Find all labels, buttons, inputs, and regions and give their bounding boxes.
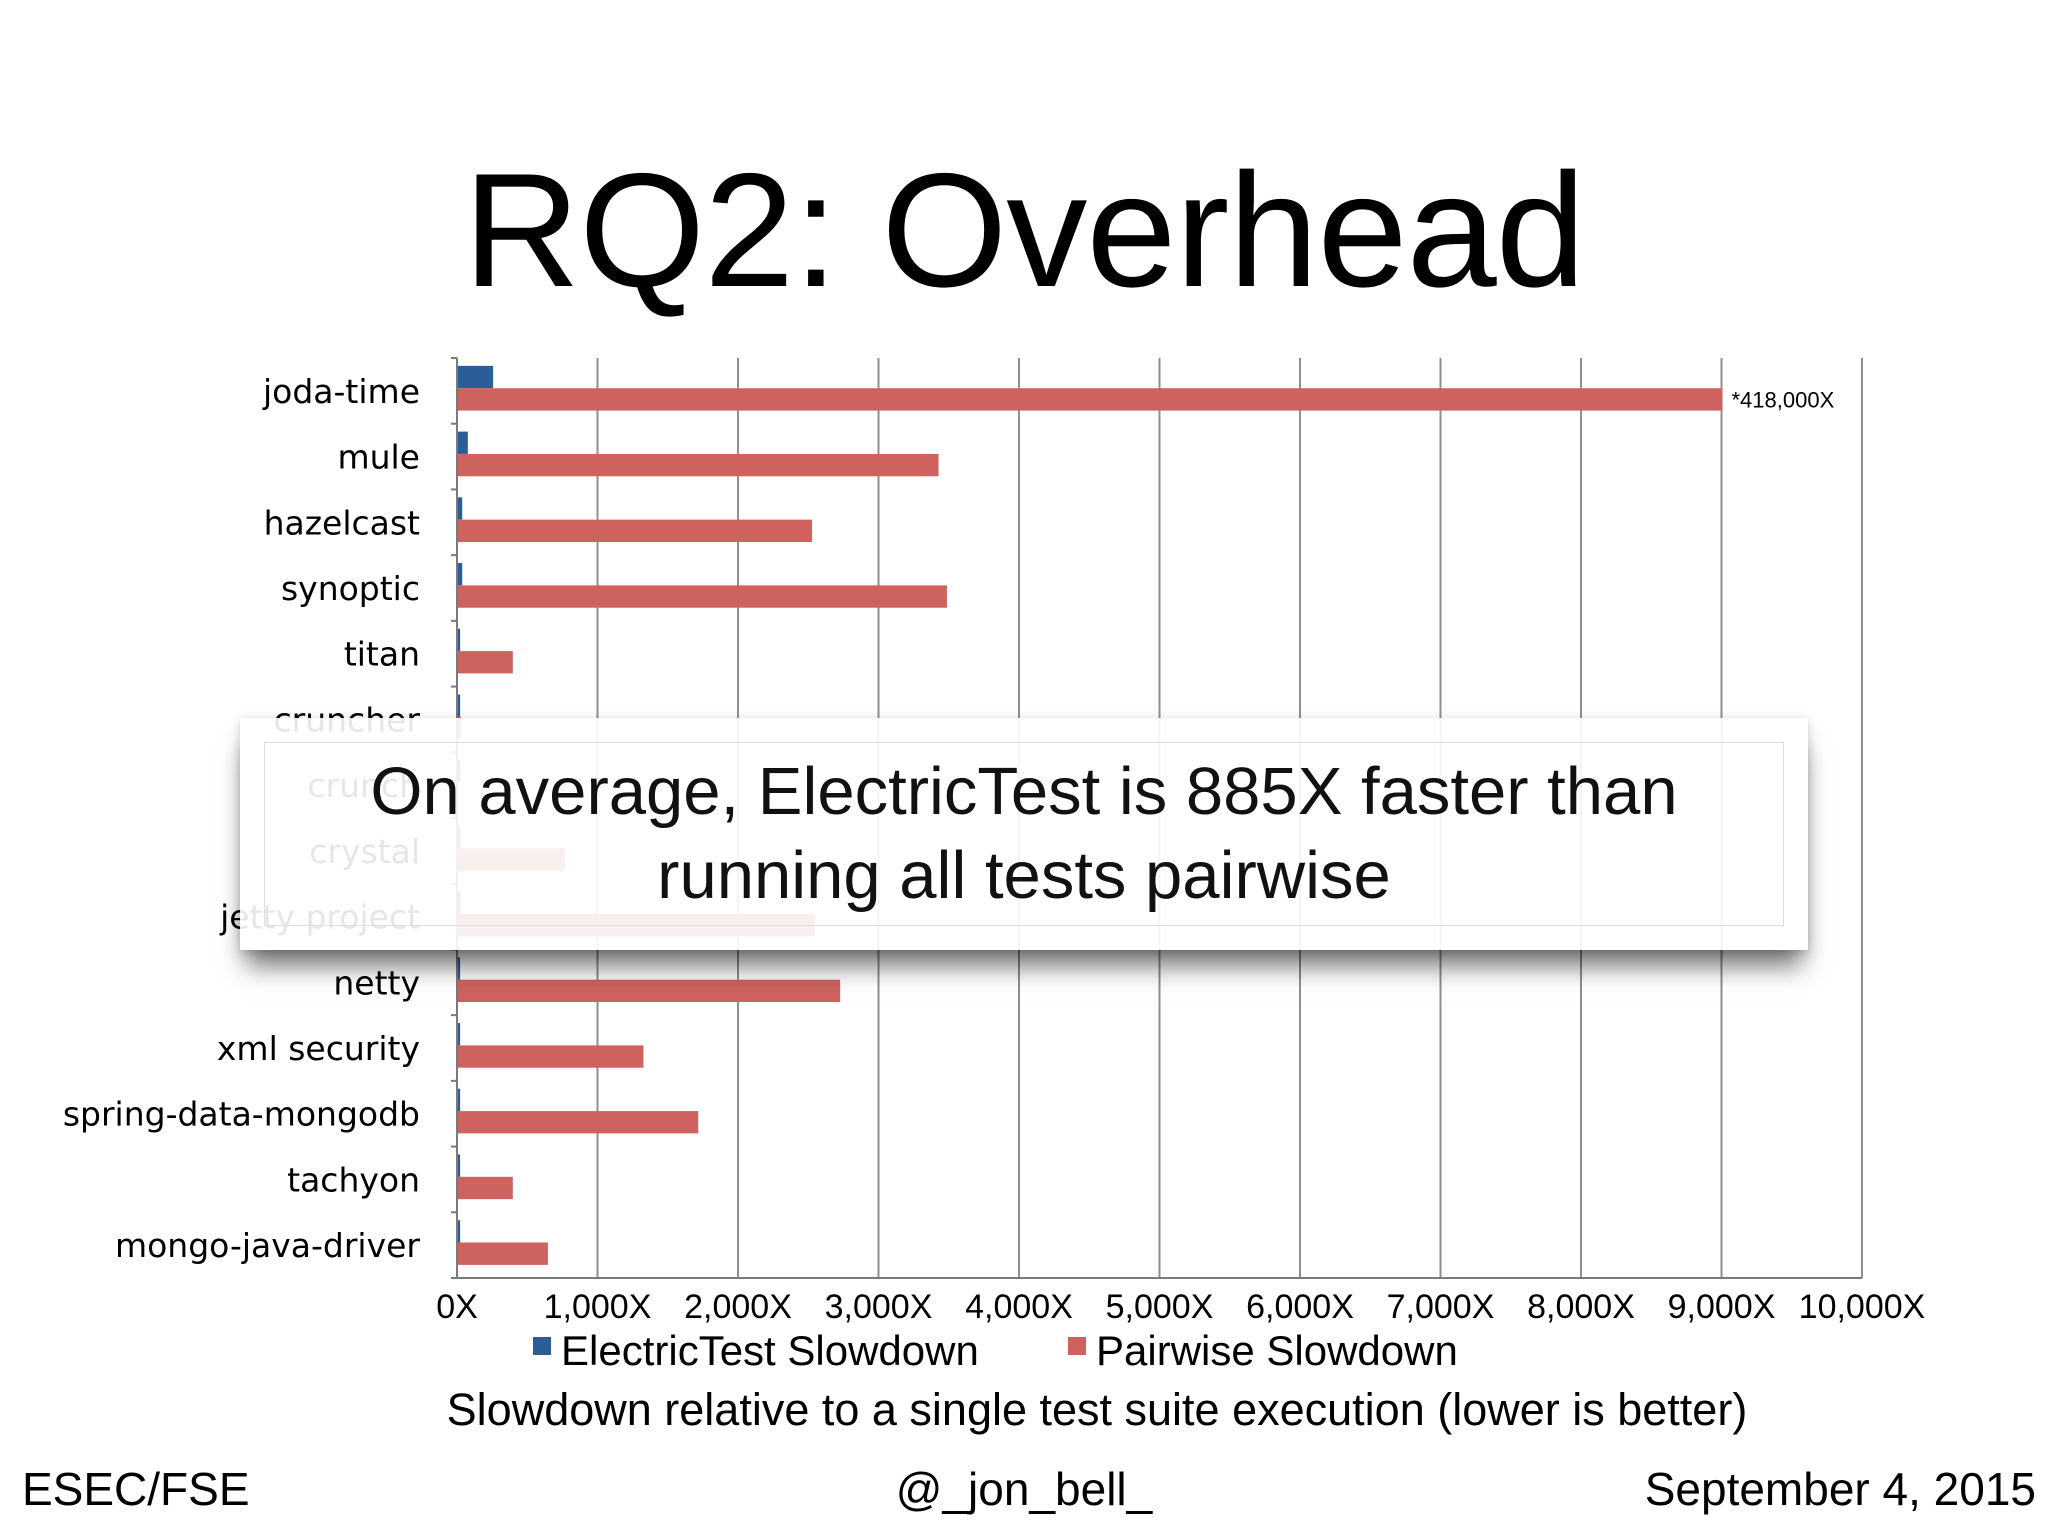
bar-pairwise-slowdown-xml-security [458,1045,644,1068]
bar-electrictest-slowdown-joda-time [458,365,494,389]
bar-electrictest-slowdown-tachyon [458,1154,461,1177]
x-tick-label: 8,000X [1527,1288,1635,1326]
bar-pairwise-slowdown-spring-data-mongodb [458,1111,699,1134]
callout-text: On average, ElectricTest is 885X faster … [264,742,1784,926]
category-label-mule: mule [337,438,420,477]
bar-pairwise-slowdown-netty [458,979,841,1002]
footer-venue: ESEC/FSE [22,1463,250,1515]
x-tick-label: 10,000X [1799,1288,1926,1326]
legend-label-pairwise-slowdown: Pairwise Slowdown [1096,1327,1458,1374]
bar-pairwise-slowdown-mongo-java-driver [458,1242,548,1265]
category-label-xml-security: xml security [217,1029,420,1068]
x-tick-label: 4,000X [965,1288,1073,1326]
bar-pairwise-slowdown-synoptic [458,585,947,608]
legend-swatch-pairwise-slowdown [1068,1337,1086,1355]
x-tick-label: 9,000X [1668,1288,1776,1326]
bar-electrictest-slowdown-spring-data-mongodb [458,1088,461,1112]
category-label-joda-time: joda-time [262,372,420,411]
category-label-tachyon: tachyon [287,1160,420,1199]
bar-electrictest-slowdown-titan [458,628,461,652]
x-axis-label: Slowdown relative to a single test suite… [447,1384,1748,1435]
legend-label-electrictest-slowdown: ElectricTest Slowdown [561,1327,979,1374]
x-tick-label: 1,000X [544,1288,652,1326]
x-tick-label: 0X [436,1288,478,1326]
category-label-mongo-java-driver: mongo-java-driver [115,1226,420,1265]
footer-date: September 4, 2015 [1644,1463,2036,1515]
x-tick-label: 2,000X [684,1288,792,1326]
bar-pairwise-slowdown-hazelcast [458,519,813,542]
bar-pairwise-slowdown-tachyon [458,1176,513,1200]
bar-electrictest-slowdown-hazelcast [458,497,463,520]
callout-box: On average, ElectricTest is 885X faster … [240,718,1808,950]
category-label-netty: netty [333,963,420,1002]
category-label-synoptic: synoptic [281,569,420,608]
slide-title: RQ2: Overhead [463,140,1586,321]
bar-pairwise-slowdown-mule [458,453,939,477]
bar-pairwise-slowdown-joda-time [458,388,1723,411]
bar-electrictest-slowdown-synoptic [458,563,463,586]
x-tick-label: 3,000X [825,1288,933,1326]
bar-annotation: *418,000X [1732,387,1835,412]
bar-pairwise-slowdown-titan [458,651,513,674]
bar-electrictest-slowdown-cruncher [458,694,461,717]
bar-electrictest-slowdown-xml-security [458,1023,461,1046]
category-label-hazelcast: hazelcast [264,503,420,542]
x-tick-label: 6,000X [1246,1288,1354,1326]
bar-electrictest-slowdown-mule [458,431,468,454]
x-tick-label: 7,000X [1387,1288,1495,1326]
legend-swatch-electrictest-slowdown [533,1337,551,1355]
category-label-titan: titan [344,635,420,674]
category-label-spring-data-mongodb: spring-data-mongodb [63,1095,420,1134]
x-tick-label: 5,000X [1106,1288,1214,1326]
bar-electrictest-slowdown-netty [458,957,461,980]
footer-handle: @_jon_bell_ [895,1463,1153,1515]
bar-electrictest-slowdown-mongo-java-driver [458,1220,461,1243]
